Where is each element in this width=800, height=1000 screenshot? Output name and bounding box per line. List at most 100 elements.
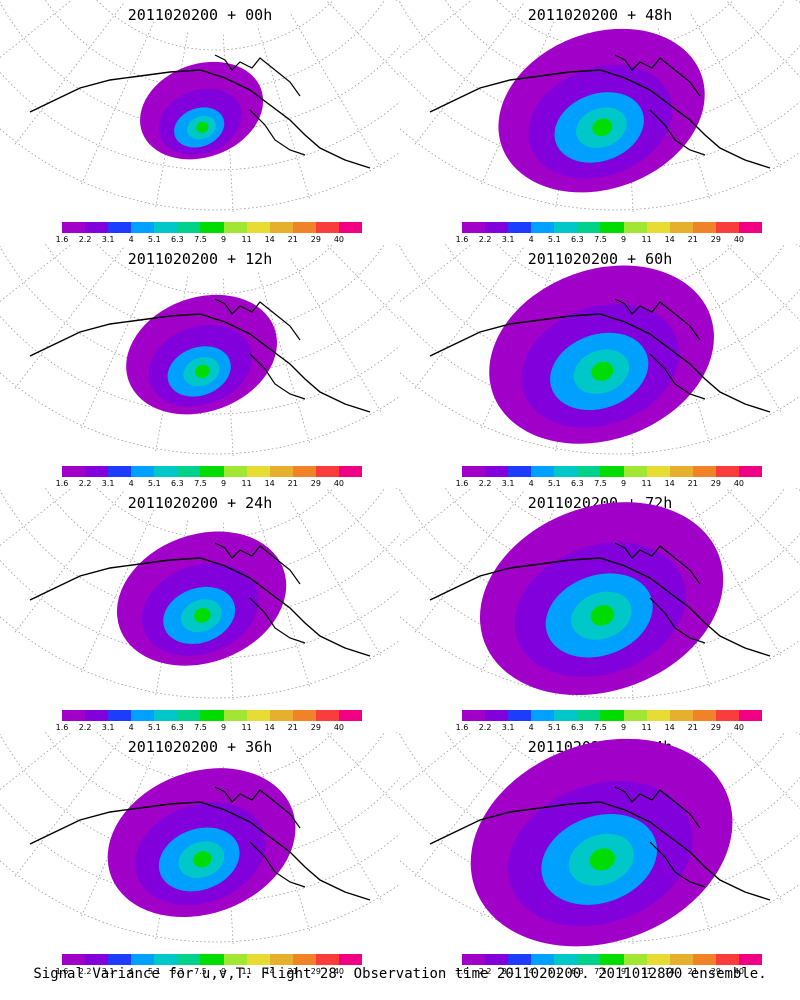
arctic-islands-coastline <box>214 786 301 829</box>
colorbar-swatch <box>715 466 739 477</box>
north-america-coastline <box>649 597 706 644</box>
arctic-islands-coastline <box>214 298 301 341</box>
meridian-line <box>290 746 383 902</box>
colorbar-tick-label: 14 <box>664 479 675 488</box>
meridian-line <box>290 14 383 170</box>
colorbar <box>62 222 363 233</box>
colorbar-swatch <box>738 222 763 233</box>
colorbar-swatch <box>108 466 132 477</box>
meridian-line <box>290 258 383 414</box>
colorbar-swatch <box>62 954 86 965</box>
colorbar-tick-label: 9 <box>220 723 227 732</box>
colorbar-swatch <box>600 710 624 721</box>
variance-contour-4 <box>194 607 211 623</box>
colorbar-tick-label: 29 <box>310 723 321 732</box>
latitude-circle <box>444 732 786 823</box>
colorbar-tick-label: 40 <box>733 235 745 244</box>
colorbar-swatch <box>315 710 339 721</box>
meridian-line <box>795 488 800 491</box>
colorbar-tick-label: 1.6 <box>455 479 469 488</box>
colorbar-swatch <box>177 954 201 965</box>
colorbar-tick-labels: 1.6 2.2 3.1 4 5.1 6.3 7.5 9 11 14 21 29 40 <box>456 479 762 489</box>
colorbar-tick-label: 2.2 <box>78 723 92 732</box>
colorbar-tick-label: 29 <box>710 479 721 488</box>
colorbar-swatch <box>200 466 224 477</box>
colorbar-swatch <box>62 222 86 233</box>
colorbar-swatch <box>715 954 739 965</box>
colorbar-swatch <box>292 222 316 233</box>
colorbar-swatch <box>738 466 763 477</box>
meridian-line <box>795 732 800 735</box>
colorbar-swatch <box>338 710 363 721</box>
colorbar-tick-labels: 1.6 2.2 3.1 4 5.1 6.3 7.5 9 11 14 21 29 40 <box>456 723 762 733</box>
colorbar-tick-label: 1.6 <box>455 235 469 244</box>
colorbar-swatch <box>715 222 739 233</box>
colorbar-swatch <box>154 954 178 965</box>
colorbar <box>462 222 763 233</box>
colorbar-swatch <box>292 466 316 477</box>
colorbar-tick-label: 6.3 <box>171 479 184 488</box>
colorbar-tick-label: 2.2 <box>478 967 492 976</box>
panel-title: 2011020200 + 60h <box>527 250 673 268</box>
colorbar-swatch <box>485 954 509 965</box>
colorbar-tick-label: 21 <box>287 235 298 244</box>
meridian-line <box>725 244 800 322</box>
colorbar-tick-label: 7.5 <box>594 235 607 244</box>
map-panel-72h: 2011020200 + 72h 1.6 2.2 3.1 4 5.1 6.3 7.5 9 11 14… <box>400 488 800 732</box>
colorbar-swatch <box>246 710 270 721</box>
map-panel-84h: 2011020200 + 84h1.62.23.145.16.37.591114… <box>400 732 800 976</box>
polar-projection-map <box>400 244 800 459</box>
coastline <box>29 801 371 901</box>
colorbar-tick-label: 14 <box>664 723 675 732</box>
colorbar-swatch <box>692 710 716 721</box>
colorbar-tick-label: 14 <box>264 723 275 732</box>
colorbar-tick-label: 5.1 <box>147 479 161 488</box>
colorbar-swatch <box>623 954 647 965</box>
colorbar-swatch <box>223 710 247 721</box>
colorbar-swatch <box>646 222 670 233</box>
colorbar-tick-label: 14 <box>264 479 275 488</box>
variance-contour-4 <box>194 364 210 378</box>
colorbar-swatch <box>531 710 555 721</box>
colorbar-tick-label: 11 <box>241 967 252 976</box>
meridian-line <box>0 488 73 546</box>
colorbar-swatch <box>600 954 624 965</box>
meridian-line <box>400 732 473 790</box>
colorbar-tick-label: 7.5 <box>194 235 207 244</box>
polar-projection-map <box>400 488 800 703</box>
latitude-circle <box>44 244 386 335</box>
colorbar-swatch <box>85 222 109 233</box>
colorbar-swatch <box>646 710 670 721</box>
colorbar-swatch <box>292 954 316 965</box>
figure-caption: Signal Variance for u,v,T. Flight 28. Ob… <box>33 966 767 982</box>
meridian-line <box>257 28 311 202</box>
latitude-circle <box>44 488 386 579</box>
colorbar-tick-label: 40 <box>733 967 745 976</box>
colorbar-swatch <box>269 466 293 477</box>
colorbar-tick-label: 2.2 <box>78 235 92 244</box>
colorbar-tick-label: 7.5 <box>194 967 207 976</box>
colorbar-tick-label: 29 <box>710 235 721 244</box>
colorbar-tick-label: 40 <box>333 967 345 976</box>
colorbar-swatch <box>131 954 155 965</box>
meridian-line <box>395 488 400 491</box>
colorbar-swatch <box>338 222 363 233</box>
colorbar-swatch <box>554 954 578 965</box>
latitude-circle <box>400 245 800 375</box>
colorbar <box>462 710 763 721</box>
colorbar-tick-label: 29 <box>710 967 721 976</box>
colorbar-swatch <box>315 466 339 477</box>
latitude-circle <box>96 0 334 51</box>
north-america-coastline <box>249 353 306 400</box>
colorbar-swatch <box>738 710 763 721</box>
colorbar-tick-label: 4 <box>528 235 534 244</box>
arctic-islands-coastline <box>614 542 701 585</box>
colorbar-tick-label: 4 <box>528 479 534 488</box>
meridian-line <box>0 0 73 58</box>
variance-contour-4 <box>591 361 614 381</box>
colorbar-swatch <box>600 222 624 233</box>
colorbar-swatch <box>669 710 693 721</box>
colorbar-swatch <box>269 954 293 965</box>
meridian-line <box>13 3 124 147</box>
colorbar-tick-label: 14 <box>264 967 275 976</box>
